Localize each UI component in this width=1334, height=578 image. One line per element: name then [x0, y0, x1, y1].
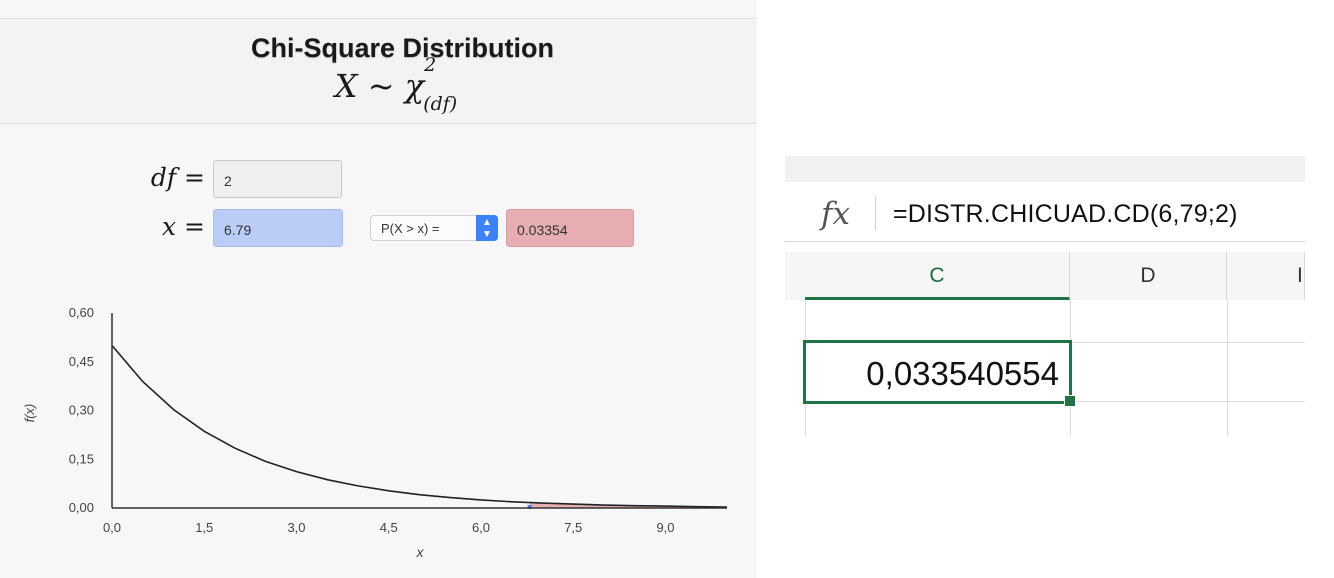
- df-label: df =: [150, 163, 205, 192]
- chi-square-calculator: Chi-Square Distribution X ~ χ2(df) df = …: [0, 18, 757, 560]
- column-divider: [1227, 300, 1228, 436]
- calculator-header: Chi-Square Distribution X ~ χ2 (df): [0, 18, 757, 124]
- chart-axes: [111, 313, 727, 509]
- formula-separator: [875, 196, 876, 230]
- x-axis-label: x: [416, 544, 425, 560]
- df-input[interactable]: 2: [213, 160, 342, 198]
- density-chart: 0,00 0,15 0,30 0,45 0,60 0,0 1,5 3,0 4,5 6,0 7,5 9…: [22, 305, 728, 560]
- x-tick-label: 0,0: [103, 520, 121, 535]
- formula-subscript: (df): [423, 93, 458, 116]
- x-tick-label: 6,0: [472, 520, 490, 535]
- x-tick-label: 1,5: [195, 520, 213, 535]
- column-header-d[interactable]: D: [1070, 252, 1227, 300]
- x-input[interactable]: 6.79: [213, 209, 343, 247]
- density-line: [111, 344, 728, 508]
- column-headers: C D I: [785, 252, 1305, 300]
- x-tick-label: 3,0: [287, 520, 305, 535]
- probability-result: 0.03354: [506, 209, 634, 247]
- column-header-partial[interactable]: I: [1227, 252, 1305, 300]
- density-curve: [111, 344, 728, 508]
- probability-type-label: P(X > x) =: [381, 221, 440, 236]
- y-axis-label: f(x): [22, 404, 37, 423]
- formula-input[interactable]: =DISTR.CHICUAD.CD(6,79;2): [893, 200, 1238, 228]
- distribution-formula: X ~ χ2 (df): [0, 54, 805, 115]
- y-tick-label: 0,15: [69, 451, 94, 466]
- x-tick-labels: 0,0 1,5 3,0 4,5 6,0 7,5 9,0: [103, 520, 675, 535]
- x-tick-label: 9,0: [656, 520, 674, 535]
- select-updown-icon[interactable]: ▲ ▼: [476, 215, 498, 241]
- fx-icon[interactable]: fx: [821, 196, 850, 232]
- x-tick-label: 4,5: [380, 520, 398, 535]
- y-tick-label: 0,60: [69, 305, 94, 320]
- x-tick-label: 7,5: [564, 520, 582, 535]
- y-tick-labels: 0,00 0,15 0,30 0,45 0,60: [69, 305, 94, 515]
- y-tick-label: 0,30: [69, 403, 94, 418]
- column-header-c[interactable]: C: [805, 252, 1070, 300]
- x-label: x =: [162, 212, 205, 241]
- probability-type-select[interactable]: P(X > x) = ▲ ▼: [370, 215, 498, 241]
- formula-bar: fx =DISTR.CHICUAD.CD(6,79;2): [785, 156, 1305, 242]
- formula-superscript: 2: [424, 54, 437, 77]
- y-tick-label: 0,45: [69, 354, 94, 369]
- formula-base: X ~ χ: [334, 67, 425, 105]
- calculator-title: Chi-Square Distribution: [251, 33, 554, 63]
- fill-handle[interactable]: [1064, 395, 1076, 407]
- selected-cell[interactable]: 0,033540554: [803, 340, 1072, 404]
- y-tick-label: 0,00: [69, 500, 94, 515]
- spreadsheet: fx =DISTR.CHICUAD.CD(6,79;2) C D I 0,033…: [785, 156, 1305, 436]
